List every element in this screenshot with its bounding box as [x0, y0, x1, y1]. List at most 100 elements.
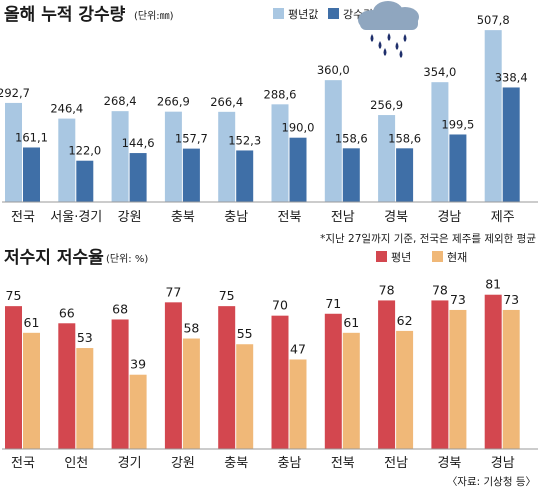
reservoir-chart-title: 저수지 저수율	[4, 248, 104, 268]
rain-bar-강수량-전북	[289, 137, 307, 202]
reservoir-bar-평년-경기	[111, 319, 129, 449]
rain-value-label: 157,7	[175, 132, 208, 146]
reservoir-category-label: 충남	[278, 456, 302, 471]
reservoir-bar-현재-경북	[449, 309, 467, 449]
rain-value-label: 256,9	[370, 98, 403, 112]
rain-value-label: 246,4	[50, 102, 83, 116]
rain-value-label: 190,0	[282, 121, 315, 135]
reservoir-category-label: 전북	[331, 456, 355, 471]
rain-value-label: 507,8	[477, 13, 510, 27]
rain-value-label: 144,6	[122, 136, 155, 150]
rain-category-label: 전북	[278, 210, 302, 225]
rain-category-label: 경남	[437, 210, 461, 225]
rain-value-label: 354,0	[423, 65, 456, 79]
reservoir-value-label: 78	[379, 282, 395, 297]
rain-bar-평년값-제주	[484, 30, 502, 203]
reservoir-value-label: 53	[77, 330, 93, 345]
reservoir-value-label: 61	[24, 315, 40, 330]
reservoir-bar-현재-강원	[182, 338, 200, 449]
rain-bar-강수량-전국	[23, 147, 40, 202]
reservoir-bar-현재-전남	[396, 330, 414, 449]
rain-value-label: 199,5	[441, 117, 474, 131]
reservoir-value-label: 66	[59, 305, 75, 320]
reservoir-chart-unit: (단위: %)	[106, 252, 148, 265]
rain-value-label: 292,7	[0, 86, 30, 100]
rain-bar-강수량-서울·경기	[76, 160, 94, 202]
rain-bar-강수량-경북	[396, 148, 414, 202]
rain-chart-unit: (단위:㎜)	[134, 9, 174, 22]
reservoir-category-label: 경기	[118, 456, 142, 471]
reservoir-bar-평년-충남	[271, 315, 289, 449]
reservoir-chart: 저수지 저수율 (단위: %) 평년 현재 756166536839775875…	[2, 248, 538, 488]
rain-value-label: 268,4	[104, 94, 137, 108]
reservoir-bar-평년-전남	[378, 300, 396, 449]
reservoir-category-label: 경북	[437, 456, 461, 471]
rain-value-label: 158,6	[388, 131, 421, 145]
reservoir-value-label: 71	[325, 296, 341, 311]
reservoir-value-label: 73	[450, 292, 466, 307]
rain-category-label: 서울·경기	[50, 210, 102, 225]
rain-value-label: 161,1	[15, 130, 48, 144]
reservoir-value-label: 58	[183, 321, 199, 336]
reservoir-value-label: 78	[432, 282, 448, 297]
rain-bar-평년값-전국	[5, 102, 22, 202]
rain-category-label: 강원	[118, 210, 142, 225]
reservoir-value-label: 62	[397, 313, 413, 328]
reservoir-bar-현재-충북	[236, 344, 254, 449]
rain-bar-평년값-전북	[271, 104, 289, 202]
legend-swatch-actual-rain	[328, 8, 339, 19]
rain-bar-강수량-경남	[449, 134, 467, 202]
reservoir-value-label: 70	[272, 298, 288, 313]
rain-value-label: 152,3	[228, 133, 261, 147]
reservoir-value-label: 81	[485, 277, 501, 292]
reservoir-value-label: 47	[290, 341, 306, 356]
reservoir-value-label: 73	[503, 292, 519, 307]
legend-label-normal-rain: 평년값	[288, 8, 318, 21]
reservoir-bar-평년-경북	[431, 300, 449, 449]
reservoir-value-label: 61	[343, 315, 359, 330]
rain-bar-강수량-강원	[129, 153, 147, 202]
rain-value-label: 266,9	[157, 95, 190, 109]
reservoir-bar-현재-전국	[23, 332, 40, 449]
rain-value-label: 338,4	[495, 70, 528, 84]
reservoir-value-label: 68	[112, 301, 128, 316]
rain-category-label: 충북	[171, 210, 195, 225]
rain-bar-평년값-경남	[431, 82, 449, 202]
reservoir-category-label: 경남	[491, 456, 515, 471]
rain-bar-강수량-충남	[236, 150, 254, 202]
rain-value-label: 288,6	[264, 87, 297, 101]
reservoir-bar-현재-경남	[502, 309, 520, 449]
reservoir-bar-평년-경남	[484, 294, 502, 449]
rain-category-label: 경북	[384, 210, 408, 225]
reservoir-bar-현재-충남	[289, 359, 307, 449]
rain-category-label: 전국	[11, 210, 35, 225]
rain-footnote: *지난 27일까지 기준, 전국은 제주를 제외한 평균	[320, 232, 536, 245]
reservoir-bar-현재-인천	[76, 348, 94, 449]
rain-bar-평년값-전남	[324, 80, 342, 202]
legend-label-normal-reservoir: 평년	[391, 251, 411, 264]
rain-bar-강수량-제주	[502, 87, 520, 202]
reservoir-value-label: 77	[165, 284, 181, 299]
reservoir-bar-평년-전국	[5, 306, 22, 449]
reservoir-category-label: 강원	[171, 456, 195, 471]
reservoir-bar-평년-인천	[58, 323, 76, 449]
rain-chart-title: 올해 누적 강수량	[4, 5, 126, 25]
rain-bar-평년값-충북	[164, 111, 182, 202]
reservoir-bar-현재-경기	[129, 374, 147, 449]
reservoir-value-label: 55	[237, 326, 253, 341]
rain-value-label: 158,6	[335, 131, 368, 145]
reservoir-category-label: 전남	[384, 456, 408, 471]
reservoir-source: 〈자료: 기상청 등〉	[447, 476, 536, 488]
rain-category-label: 제주	[491, 210, 515, 225]
rain-cloud-icon	[358, 1, 419, 58]
reservoir-category-label: 전국	[11, 456, 35, 471]
reservoir-bar-현재-전북	[342, 332, 360, 449]
reservoir-bar-평년-충북	[218, 306, 236, 449]
reservoir-value-label: 75	[219, 288, 235, 303]
rain-value-label: 122,0	[68, 144, 101, 158]
reservoir-value-label: 75	[6, 288, 22, 303]
rain-value-label: 360,0	[317, 63, 350, 77]
legend-swatch-normal-rain	[273, 8, 284, 19]
legend-label-current-reservoir: 현재	[447, 251, 467, 264]
rain-bar-평년값-경북	[378, 115, 396, 202]
